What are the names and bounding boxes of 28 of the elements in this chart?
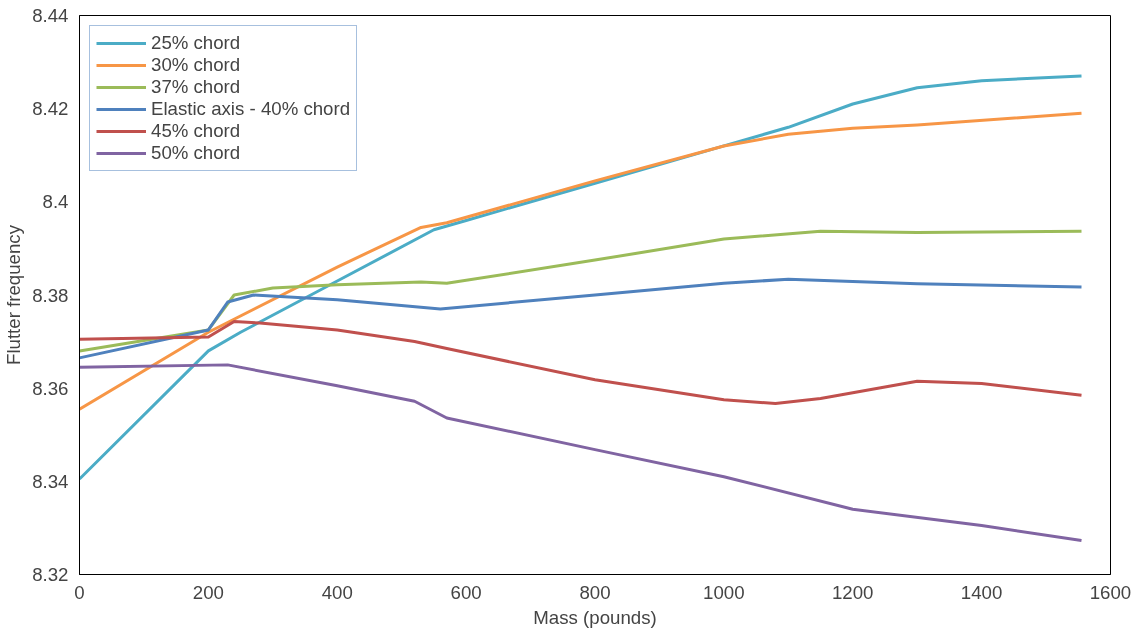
y-tick-label: 8.42 [32,98,69,120]
legend-label: 50% chord [151,142,241,164]
legend-label: 45% chord [151,120,241,142]
x-tick-label: 1200 [832,581,874,603]
line-series [79,229,1083,353]
y-tick-label: 8.34 [32,470,69,492]
y-tick-label: 8.32 [32,564,69,585]
line-series [79,363,1083,542]
x-axis-title: Mass (pounds) [533,606,657,628]
line-series [79,277,1083,360]
y-tick-label: 8.44 [32,5,69,26]
x-tick-label: 600 [450,581,482,603]
x-tick-label: 1600 [1089,581,1132,603]
y-tick-label: 8.4 [42,191,69,213]
y-tick-label: 8.38 [32,284,69,306]
x-tick-label: 800 [579,581,611,603]
x-tick-label: 400 [321,581,353,603]
x-tick-label: 1400 [960,581,1003,603]
x-tick-label: 200 [192,581,224,603]
line-series [79,320,1083,406]
legend-label: 30% chord [151,54,241,76]
y-tick-label: 8.36 [32,377,69,399]
x-tick-label: 0 [74,581,85,603]
legend-label: 25% chord [151,32,241,54]
x-tick-label: 1000 [703,581,745,603]
legend-label: 37% chord [151,76,241,98]
legend-label: Elastic axis - 40% chord [151,98,351,120]
y-axis-title: Flutter frequency [3,224,25,365]
